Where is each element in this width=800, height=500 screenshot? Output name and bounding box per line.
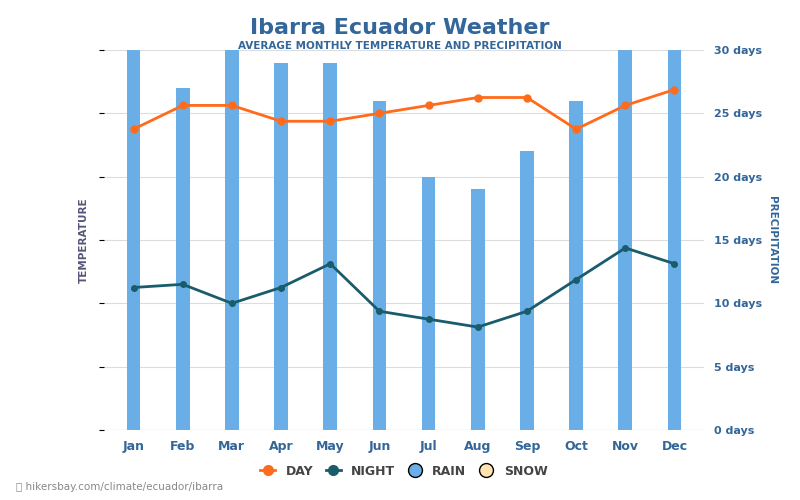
Bar: [422, 176, 435, 430]
Bar: [668, 50, 682, 430]
Bar: [323, 62, 337, 430]
Legend: DAY, NIGHT, RAIN, SNOW: DAY, NIGHT, RAIN, SNOW: [255, 460, 553, 482]
Bar: [618, 50, 632, 430]
Text: AVERAGE MONTHLY TEMPERATURE AND PRECIPITATION: AVERAGE MONTHLY TEMPERATURE AND PRECIPIT…: [238, 41, 562, 51]
Bar: [570, 100, 583, 430]
Bar: [373, 100, 386, 430]
Text: 📍 hikersbay.com/climate/ecuador/ibarra: 📍 hikersbay.com/climate/ecuador/ibarra: [16, 482, 223, 492]
Bar: [225, 50, 238, 430]
Bar: [520, 152, 534, 430]
Bar: [176, 88, 190, 430]
Bar: [274, 62, 288, 430]
Y-axis label: TEMPERATURE: TEMPERATURE: [78, 197, 89, 283]
Bar: [126, 50, 140, 430]
Y-axis label: PRECIPITATION: PRECIPITATION: [767, 196, 778, 284]
Bar: [471, 190, 485, 430]
Text: Ibarra Ecuador Weather: Ibarra Ecuador Weather: [250, 18, 550, 38]
